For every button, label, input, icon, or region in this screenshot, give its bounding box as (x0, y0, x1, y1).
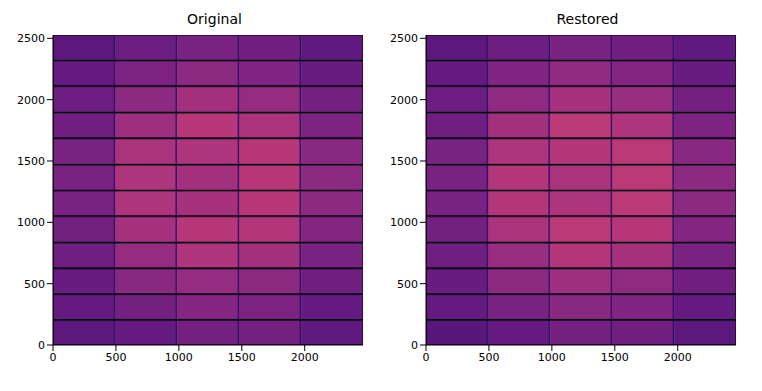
svg-text:1000: 1000 (17, 216, 45, 229)
svg-text:1000: 1000 (165, 351, 193, 364)
svg-text:1000: 1000 (538, 351, 566, 364)
svg-text:2000: 2000 (17, 94, 45, 107)
svg-text:1500: 1500 (601, 351, 629, 364)
svg-text:0: 0 (50, 351, 57, 364)
svg-text:0: 0 (423, 351, 430, 364)
svg-text:500: 500 (24, 278, 45, 291)
svg-text:1500: 1500 (228, 351, 256, 364)
svg-text:500: 500 (105, 351, 126, 364)
svg-text:500: 500 (397, 278, 418, 291)
svg-text:0: 0 (411, 339, 418, 352)
html-text:Original: Original (187, 11, 242, 27)
svg-text:2000: 2000 (291, 351, 319, 364)
svg-text:2500: 2500 (390, 32, 418, 45)
svg-text:2000: 2000 (390, 94, 418, 107)
svg-text:0: 0 (38, 339, 45, 352)
svg-text:2500: 2500 (17, 32, 45, 45)
svg-text:1500: 1500 (390, 155, 418, 168)
svg-text:2000: 2000 (664, 351, 692, 364)
html-text:Restored: Restored (556, 11, 619, 27)
svg-text:500: 500 (478, 351, 499, 364)
svg-text:1000: 1000 (390, 216, 418, 229)
svg-text:1500: 1500 (17, 155, 45, 168)
